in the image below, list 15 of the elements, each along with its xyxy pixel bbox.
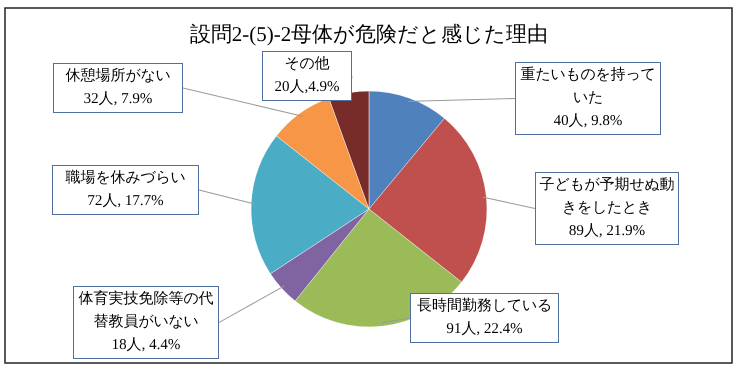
data-label: 32人, 7.9% xyxy=(82,90,154,109)
slice-label: 長時間勤務している xyxy=(416,296,553,316)
data-label: 89人, 21.9% xyxy=(568,222,646,241)
slice-label: 職場を休みづらい xyxy=(64,168,186,188)
chart-title: 設問2-(5)-2母体が危険だと感じた理由 xyxy=(188,21,550,48)
data-label: 18人, 4.4% xyxy=(110,336,182,355)
data-label: 91人, 22.4% xyxy=(445,320,524,339)
slice-label: 重たいものを持っていた xyxy=(520,66,656,108)
slice-label: 体育実技免除等の代替教員がいない xyxy=(78,289,214,332)
slice-label: 休憩場所がない xyxy=(64,66,172,86)
data-label: 40人, 9.8% xyxy=(552,112,624,131)
slice-label: その他 xyxy=(284,55,330,74)
data-label: 72人, 17.7% xyxy=(86,192,165,211)
data-label: 20人,4.9% xyxy=(274,78,340,97)
slice-label: 子どもが予期せぬ動きをしたとき xyxy=(539,176,675,218)
